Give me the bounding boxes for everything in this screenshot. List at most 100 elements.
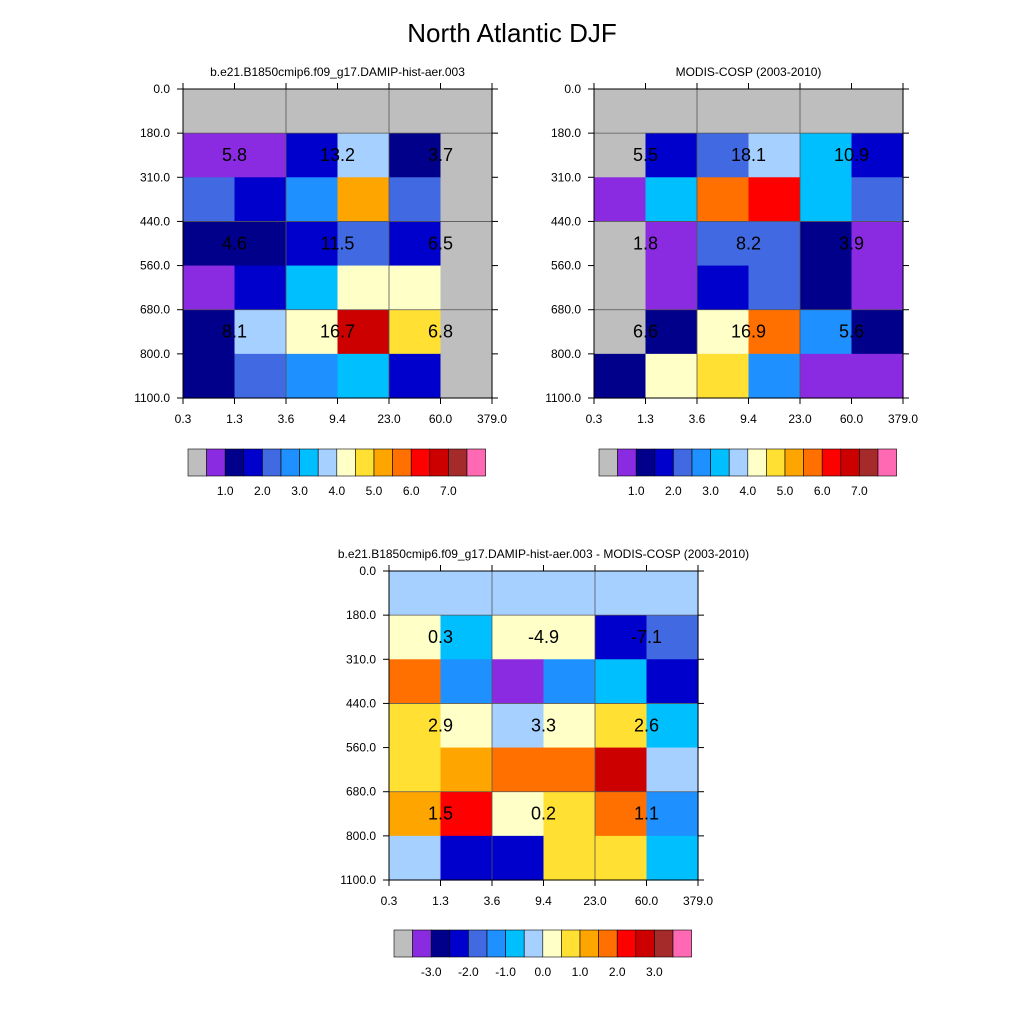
heatmap-cell — [286, 353, 339, 399]
colorbar-box — [224, 448, 245, 477]
data-label: 6.5 — [428, 233, 453, 253]
heatmap-cell — [646, 835, 699, 881]
data-label: 0.3 — [428, 627, 453, 647]
heatmap-cell — [595, 747, 648, 793]
colorbar-box — [579, 929, 599, 958]
colorbar-box — [691, 448, 711, 477]
colorbar-box — [672, 929, 692, 958]
heatmap-cell — [748, 265, 801, 311]
colorbar-box — [635, 929, 655, 958]
y-tick-label: 680.0 — [551, 303, 581, 317]
x-tick-label: 9.4 — [535, 894, 552, 908]
colorbar-label: 6.0 — [814, 484, 831, 498]
heatmap-cell — [697, 177, 750, 223]
heatmap-cell — [234, 265, 287, 311]
y-tick-label: 1100.0 — [545, 391, 581, 405]
x-tick-label: 1.3 — [637, 412, 654, 426]
colorbar-box — [859, 448, 879, 477]
heatmap-cell — [800, 309, 853, 355]
colorbar-box — [412, 929, 432, 958]
colorbar-box — [747, 448, 767, 477]
heatmap-cell — [337, 89, 390, 134]
x-tick-label: 9.4 — [329, 412, 346, 426]
heatmap-cell — [389, 659, 442, 705]
colorbar-label: 7.0 — [851, 484, 868, 498]
colorbar-label: 7.0 — [440, 484, 457, 498]
colorbar-box — [262, 448, 282, 477]
colorbar-label: 1.0 — [628, 484, 645, 498]
heatmap-cell — [389, 177, 442, 223]
heatmap-cell — [234, 177, 287, 223]
panel-3: b.e21.B1850cmip6.f09_g17.DAMIP-hist-aer.… — [338, 547, 749, 979]
heatmap-cell — [492, 571, 545, 616]
colorbar-box — [448, 448, 468, 477]
heatmap-cell — [697, 309, 750, 355]
colorbar-box — [466, 448, 486, 477]
heatmap-cell — [183, 221, 236, 267]
y-tick-label: 800.0 — [551, 347, 581, 361]
heatmap-cell — [645, 133, 698, 178]
colorbar-label: 2.0 — [609, 965, 626, 979]
data-label: 5.5 — [633, 145, 658, 165]
heatmap-cell — [440, 89, 493, 134]
heatmap-cell — [645, 177, 698, 223]
heatmap-cell — [389, 133, 442, 178]
colorbar-box — [616, 929, 637, 958]
y-tick-label: 440.0 — [346, 696, 376, 710]
x-tick-label: 0.3 — [586, 412, 603, 426]
heatmap-cell — [492, 835, 545, 881]
heatmap-cell — [697, 221, 750, 267]
heatmap-cell — [594, 309, 647, 355]
heatmap-cell — [646, 659, 699, 705]
heatmap-cell — [389, 265, 442, 311]
heatmap-cell — [440, 791, 493, 837]
data-label: 16.9 — [731, 322, 766, 342]
panel-title: b.e21.B1850cmip6.f09_g17.DAMIP-hist-aer.… — [210, 65, 465, 79]
colorbar-box — [317, 448, 338, 477]
heatmap-cell — [595, 703, 648, 749]
data-label: 3.9 — [839, 233, 864, 253]
heatmap-cell — [748, 177, 801, 223]
y-tick-label: 680.0 — [346, 785, 376, 799]
heatmap-cell — [440, 659, 493, 705]
heatmap-cell — [440, 221, 493, 267]
data-label: 1.8 — [633, 233, 658, 253]
data-label: 4.6 — [222, 233, 247, 253]
heatmap-cell — [492, 703, 545, 749]
heatmap-cell — [286, 265, 339, 311]
heatmap-cell — [337, 221, 390, 267]
heatmap-cell — [337, 177, 390, 223]
heatmap-cell — [594, 89, 647, 134]
y-tick-label: 0.0 — [564, 82, 581, 96]
heatmap-cell — [234, 353, 287, 399]
data-label: 11.5 — [321, 233, 355, 253]
y-tick-label: 310.0 — [346, 652, 376, 666]
data-label: 8.1 — [222, 322, 247, 342]
colorbar-box — [336, 448, 356, 477]
heatmap-cell — [492, 659, 545, 705]
x-tick-label: 9.4 — [740, 412, 757, 426]
heatmap-cell — [594, 133, 647, 178]
heatmap-cell — [646, 747, 699, 793]
heatmap-cell — [543, 615, 596, 660]
panel-title: MODIS-COSP (2003-2010) — [676, 65, 822, 79]
colorbar-box — [561, 929, 581, 958]
data-label: -7.1 — [631, 627, 662, 647]
heatmap-cell — [800, 89, 853, 134]
heatmap-cell — [440, 703, 493, 749]
heatmap-cell — [286, 133, 339, 178]
colorbar-box — [468, 929, 488, 958]
heatmap-cell — [440, 615, 493, 660]
heatmap-cell — [183, 177, 236, 223]
heatmap-cell — [697, 265, 750, 311]
y-tick-label: 800.0 — [140, 347, 170, 361]
heatmap-cell — [440, 133, 493, 178]
y-tick-label: 800.0 — [346, 829, 376, 843]
y-tick-label: 680.0 — [140, 303, 170, 317]
heatmap-cell — [183, 309, 236, 355]
heatmap-cell — [645, 89, 698, 134]
heatmap-cell — [389, 353, 442, 399]
y-tick-label: 560.0 — [140, 259, 170, 273]
colorbar-label: 5.0 — [777, 484, 794, 498]
heatmap-cell — [440, 309, 493, 355]
